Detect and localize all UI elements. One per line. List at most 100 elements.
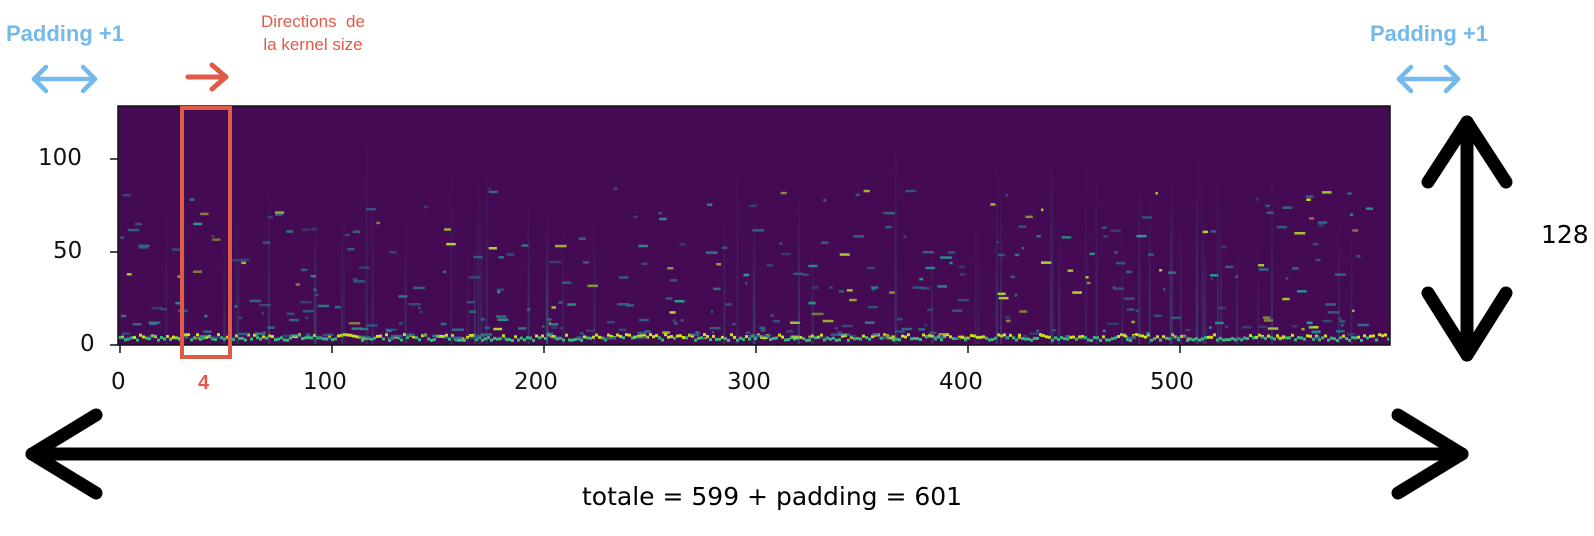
spectro-cell [1222,338,1225,342]
spectro-cell [1296,290,1307,293]
spectro-onset [1202,210,1205,345]
spectro-cell [1334,273,1347,276]
spectro-cell [541,334,544,338]
spectro-onset [1201,156,1204,345]
spectro-cell [366,207,376,211]
spectro-cell [1171,316,1182,320]
spectro-cell [954,337,962,340]
spectro-cell [290,334,301,337]
spectro-cell [907,333,910,337]
spectro-cell [1006,319,1011,323]
spectro-cell [643,333,646,337]
spectro-cell [839,253,850,256]
spectro-cell [498,256,504,259]
spectro-cell [772,319,781,323]
spectro-cell [121,332,130,335]
spectro-cell [376,221,381,225]
spectro-cell [778,333,781,337]
spectro-cell [1258,268,1269,271]
spectro-cell [1282,297,1290,301]
spectro-onset [313,231,316,345]
spectro-cell [919,338,922,342]
spectro-cell [658,211,662,215]
padding-left-arrow [31,64,98,94]
spectro-onset [593,213,596,345]
spectro-cell [673,336,676,340]
spectro-cell [1336,338,1339,342]
spectro-cell [1345,337,1348,341]
spectro-cell [457,338,460,342]
spectro-cell [725,303,732,306]
spectro-cell [532,338,535,342]
spectro-cell [1352,229,1359,232]
spectro-cell [709,327,721,330]
kernel-direction-label: Directions de la kernel size [261,12,365,54]
spectro-cell [949,335,952,339]
spectro-cell [938,333,947,336]
spectro-cell [310,227,317,231]
spectro-cell [565,333,568,337]
spectro-cell [1021,246,1024,250]
spectro-cell [521,244,529,247]
spectro-cell [664,333,667,337]
spectro-cell [139,333,142,337]
spectro-onset [365,130,368,345]
spectro-cell [786,330,794,333]
spectro-cell [821,241,829,244]
spectro-cell [745,335,748,339]
spectro-cell [601,336,604,340]
x-tick-label: 300 [727,369,771,395]
spectro-cell [439,334,442,338]
spectro-cell [282,334,292,338]
spectro-cell [1033,336,1036,340]
spectro-onset [450,147,453,345]
spectro-cell [711,310,713,313]
spectro-cell [295,283,300,286]
spectro-cell [703,336,708,340]
spectro-cell [665,297,673,300]
spectro-cell [903,235,907,238]
spectro-onset [1350,229,1353,345]
spectro-cell [667,335,670,339]
spectro-cell [1311,331,1319,334]
spectro-cell [553,336,562,340]
spectro-cell [766,264,773,267]
spectro-cell [358,266,371,269]
spectro-cell [766,335,770,338]
spectro-onset [267,179,270,345]
spectro-cell [386,329,392,333]
spectro-cell [122,194,131,197]
spectro-onset [1121,212,1124,345]
spectro-cell [547,318,552,321]
spectro-cell [1276,334,1279,338]
spectro-cell [200,212,209,216]
spectro-onset [811,242,814,345]
spectro-cell [633,215,638,219]
spectro-cell [578,237,586,240]
spectro-cell [847,338,850,342]
spectro-cell [639,318,649,322]
spectro-cell [613,187,618,190]
spectro-cell [1292,267,1299,270]
x-tick-label: 200 [514,369,558,395]
spectro-cell [178,337,181,341]
spectro-cell [742,337,745,341]
spectro-cell [541,325,545,328]
spectro-cell [1306,321,1313,324]
spectro-cell [349,333,352,337]
spectro-cell [1113,287,1124,290]
spectro-cell [475,338,478,342]
spectro-cell [862,334,865,338]
spectro-cell [772,336,775,340]
spectro-cell [958,265,965,269]
spectro-cell [1131,320,1135,324]
spectro-cell [1342,334,1345,338]
spectro-onset [1000,189,1002,345]
spectro-onset [1236,243,1239,345]
spectro-cell [348,322,361,325]
spectro-cell [1018,336,1021,339]
spectro-cell [413,286,425,290]
spectro-cell [848,334,856,338]
spectro-cell [1127,336,1137,340]
